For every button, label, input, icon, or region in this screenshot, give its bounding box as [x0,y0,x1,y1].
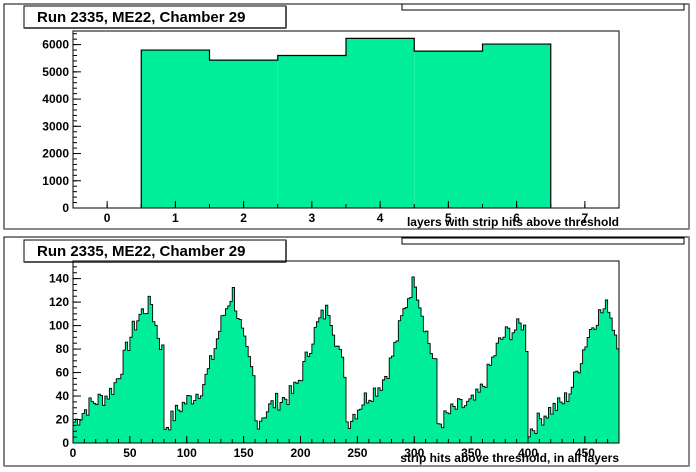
x-tick-label: 300 [404,446,424,460]
histogram-bar [209,60,278,208]
y-tick-label: 140 [49,272,69,286]
histogram-bar [346,38,415,208]
x-axis-label: layers with strip hits above threshold [407,215,619,229]
y-tick-label: 2000 [42,147,69,161]
y-tick-label: 3000 [42,119,69,133]
x-tick-label: 3 [309,211,316,225]
x-tick-label: 250 [347,446,367,460]
y-tick-label: 40 [56,389,70,403]
plot-area-layers: 0 1000 2000 3000 4000 5000 6000 0 1 2 3 4 5 6 7 [42,30,620,225]
y-tick-label: 20 [56,413,70,427]
x-tick-label: 1 [172,211,179,225]
x-tick-label: 50 [123,446,137,460]
y-tick-label: 80 [56,342,70,356]
y-tick-label: 1000 [42,174,69,188]
y-tick-label: 0 [62,436,69,450]
x-tick-label: 150 [234,446,254,460]
y-tick-label: 60 [56,366,70,380]
x-tick-label: 350 [461,446,481,460]
x-tick-label: 100 [177,446,197,460]
plot-area-strip-hits: 0 20 40 60 80 100 120 140 0 50 100 150 200 250 300 350 4… [49,260,620,460]
x-tick-label: 4 [377,211,384,225]
stats-box [401,3,685,11]
x-tick-label: 200 [290,446,310,460]
x-tick-label: 6 [513,211,520,225]
x-tick-label: 450 [575,446,595,460]
x-axis-label: strip hits above threshold, in all layer… [400,451,619,465]
y-tick-label: 120 [49,295,69,309]
histogram-bar [414,51,483,208]
x-tick-label: 5 [445,211,452,225]
histogram-outline [140,37,552,208]
stats-box [401,237,685,245]
x-tick-label: 400 [518,446,538,460]
chart-title: Run 2335, ME22, Chamber 29 [37,243,245,260]
y-tick-label: 5000 [42,65,69,79]
histogram-outline [72,276,619,443]
y-tick-label: 0 [62,201,69,215]
x-tick-label: 2 [240,211,247,225]
x-tick-label: 7 [582,211,589,225]
histogram-bar [482,44,551,208]
panel-layers: Run 2335, ME22, Chamber 29 0 1000 2000 3000… [3,3,690,230]
histogram-bar [277,55,346,208]
y-tick-label: 100 [49,319,69,333]
y-tick-label: 4000 [42,92,69,106]
x-tick-label: 0 [70,446,77,460]
y-tick-label: 6000 [42,38,69,52]
chart-title: Run 2335, ME22, Chamber 29 [37,9,245,26]
histogram-area [73,276,619,443]
panel-strip-hits: Run 2335, ME22, Chamber 29 0 20 40 60 80 100 1… [3,236,690,467]
x-tick-label: 0 [104,211,111,225]
histogram-bar [141,50,210,208]
